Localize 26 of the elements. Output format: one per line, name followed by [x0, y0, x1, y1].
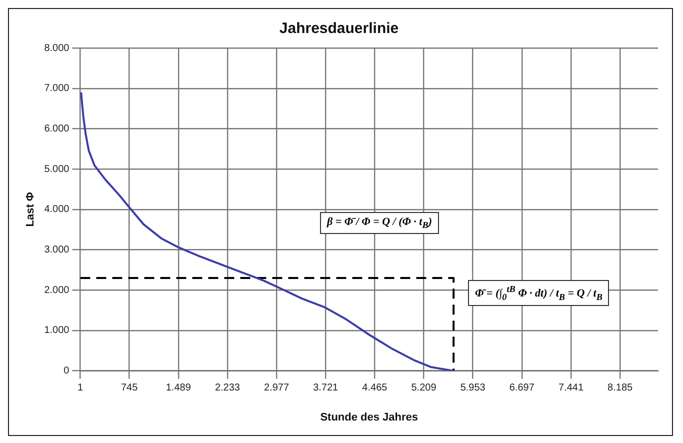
chart-title: Jahresdauerlinie — [279, 20, 399, 38]
x-tick-label: 4.465 — [362, 382, 388, 394]
y-tick-label: 7.000 — [44, 83, 70, 94]
y-tick-label: 5.000 — [44, 164, 70, 175]
x-tick-label: 2.977 — [264, 382, 290, 394]
x-tick-label: 6.697 — [509, 382, 535, 394]
x-tick-label: 1 — [77, 382, 84, 394]
y-tick-label: 2.000 — [44, 284, 70, 296]
y-tick-label: 3.000 — [44, 244, 70, 256]
y-tick-label: 0 — [64, 366, 70, 377]
y-tick-label: 6.000 — [44, 123, 70, 134]
y-tick-label: 1.000 — [44, 325, 70, 336]
x-tick-label: 5.953 — [460, 382, 486, 394]
x-tick-label: 1.489 — [166, 382, 192, 394]
x-tick-label: 3.721 — [313, 382, 339, 394]
y-tick-label: 4.000 — [44, 204, 70, 216]
y-tick-label: 8.000 — [44, 42, 70, 54]
x-axis-title: Stunde des Jahres — [320, 411, 418, 424]
x-tick-label: 745 — [120, 382, 138, 394]
x-tick-label: 7.441 — [558, 382, 584, 394]
x-tick-label: 5.209 — [411, 382, 437, 394]
x-tick-label: 8.185 — [608, 382, 634, 394]
y-axis-title: Last Φ — [24, 192, 37, 227]
annotation: β = Φ̄ / Φ = Q / (Φ · t$_{B}$) — [320, 212, 440, 234]
annotation: Φ̄ = (∫$_{0}$$^{tB}$ Φ · dt) / t$_{B}$ = Q / t$_{B}$ — [468, 280, 610, 306]
x-tick-label: 2.233 — [214, 382, 240, 394]
